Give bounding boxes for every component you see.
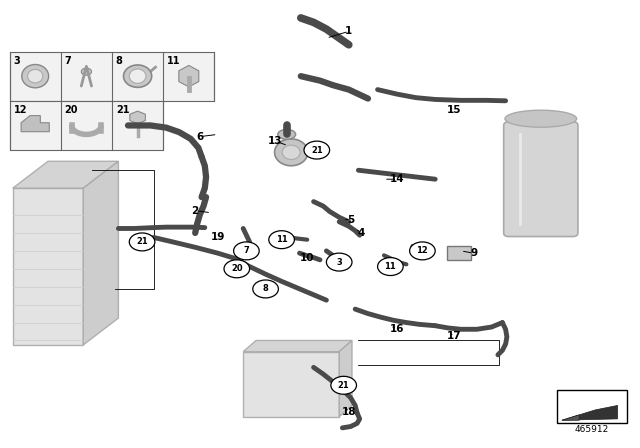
Polygon shape — [562, 405, 618, 420]
Text: 21: 21 — [338, 381, 349, 390]
Ellipse shape — [22, 65, 49, 88]
Text: 7: 7 — [65, 56, 72, 66]
Polygon shape — [339, 340, 352, 417]
Circle shape — [224, 260, 250, 278]
Text: 1: 1 — [345, 26, 353, 36]
Text: 8: 8 — [116, 56, 123, 66]
Text: 21: 21 — [311, 146, 323, 155]
Text: 12: 12 — [417, 246, 428, 255]
FancyBboxPatch shape — [447, 246, 471, 260]
Text: 11: 11 — [385, 262, 396, 271]
Polygon shape — [21, 116, 49, 132]
Ellipse shape — [28, 69, 43, 83]
Ellipse shape — [505, 110, 577, 127]
Circle shape — [331, 376, 356, 394]
Circle shape — [269, 231, 294, 249]
FancyBboxPatch shape — [504, 122, 578, 237]
Circle shape — [234, 242, 259, 260]
Text: 13: 13 — [268, 136, 282, 146]
Ellipse shape — [275, 139, 308, 166]
Text: 15: 15 — [447, 105, 461, 115]
Text: 3: 3 — [337, 258, 342, 267]
Text: 7: 7 — [244, 246, 249, 255]
Bar — [10, 101, 163, 150]
Ellipse shape — [129, 69, 146, 83]
Text: 2: 2 — [191, 206, 199, 215]
Text: 20: 20 — [65, 105, 78, 115]
Bar — [10, 52, 214, 101]
Text: 18: 18 — [342, 407, 356, 417]
Polygon shape — [243, 340, 352, 352]
Text: 19: 19 — [211, 233, 225, 242]
Polygon shape — [130, 111, 145, 124]
Text: 16: 16 — [390, 324, 404, 334]
Polygon shape — [179, 65, 199, 87]
Polygon shape — [13, 188, 83, 345]
Text: 8: 8 — [263, 284, 268, 293]
Text: 11: 11 — [167, 56, 180, 66]
Ellipse shape — [282, 145, 300, 159]
Text: 9: 9 — [470, 248, 477, 258]
Polygon shape — [243, 352, 339, 417]
Circle shape — [410, 242, 435, 260]
Polygon shape — [13, 161, 118, 188]
Text: 12: 12 — [13, 105, 27, 115]
Circle shape — [253, 280, 278, 298]
Text: 4: 4 — [358, 228, 365, 238]
Text: 20: 20 — [231, 264, 243, 273]
Circle shape — [304, 141, 330, 159]
Bar — [557, 390, 627, 423]
Ellipse shape — [124, 65, 152, 87]
Polygon shape — [83, 161, 118, 345]
Circle shape — [326, 253, 352, 271]
Text: 21: 21 — [136, 237, 148, 246]
Text: 3: 3 — [13, 56, 20, 66]
Ellipse shape — [278, 129, 296, 139]
Text: 14: 14 — [390, 174, 404, 184]
Circle shape — [378, 258, 403, 276]
Text: 465912: 465912 — [575, 425, 609, 434]
Circle shape — [129, 233, 155, 251]
Text: 11: 11 — [276, 235, 287, 244]
Text: 6: 6 — [196, 132, 204, 142]
Polygon shape — [562, 415, 579, 420]
Text: 10: 10 — [300, 253, 314, 263]
Text: 5: 5 — [347, 215, 355, 224]
Circle shape — [81, 68, 92, 75]
Text: 17: 17 — [447, 331, 461, 341]
Text: 21: 21 — [116, 105, 129, 115]
